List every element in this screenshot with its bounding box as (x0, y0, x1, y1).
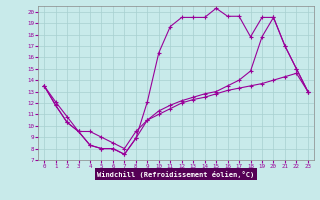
X-axis label: Windchill (Refroidissement éolien,°C): Windchill (Refroidissement éolien,°C) (97, 171, 255, 178)
